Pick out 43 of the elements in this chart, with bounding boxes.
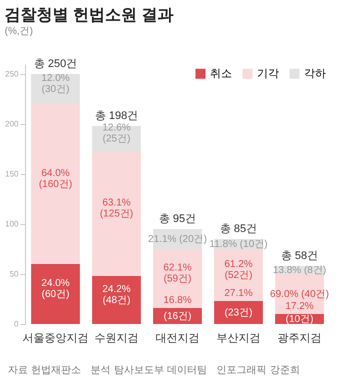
legend-label: 취소 [210,68,232,80]
chart-title: 검찰청별 헌법소원 결과 [4,7,174,24]
legend-label: 각하 [304,68,326,80]
x-tick-label: 광주지검 [278,332,322,344]
data-label: 64.0% (160건) [38,168,72,190]
data-label: 62.1% (59건) [163,262,192,284]
data-label: 24.0% (60건) [41,278,70,300]
bar [31,264,80,324]
y-tick-label: 0 [14,320,20,328]
x-tick-label: 수원지검 [94,332,138,344]
chart-subtitle: (%,건) [4,26,33,37]
bar [214,301,263,324]
legend-label: 기각 [257,68,279,80]
data-label: 63.1% (125건) [100,198,134,220]
total-label: 총 198건 [94,110,138,122]
x-tick-label: 대전지검 [156,332,200,344]
y-tick-label: 150 [5,170,20,178]
total-label: 총 95건 [158,213,196,225]
y-tick-label: 100 [5,220,20,228]
bar [153,249,202,308]
y-tick-label: 250 [5,70,20,78]
x-tick-label: 서울중앙지검 [22,332,88,344]
data-label: 16.8% (16건) [163,295,192,322]
text: 자료 헌법재판소 분석 탐사보도부 데이터팀 인포그래픽 강준희 [7,364,301,378]
data-label: 12.6% (25건) [102,122,131,144]
total-label: 총 85건 [220,223,258,235]
y-tick-label: 50 [10,270,20,278]
data-label: 27.1% (23건) [224,288,253,318]
data-label: 21.1% (20건) [148,234,207,245]
y-tick-label: 200 [5,120,20,128]
data-label: 24.2% (48건) [102,284,131,306]
total-label: 총 250건 [34,58,78,70]
bar [31,104,80,264]
data-label: 12.0% (30건) [41,73,70,95]
x-tick-label: 부산지검 [216,332,260,344]
data-label: 69.0% (40건) [270,289,329,300]
data-label: 61.2% (52건) [224,259,253,281]
total-label: 총 58건 [280,250,318,262]
bar [92,276,141,324]
data-label: 13.8% (8건) [272,265,326,276]
data-label: 17.2% (10건) [285,301,314,325]
data-label: 11.8% (10건) [209,239,268,250]
bar [92,151,141,276]
